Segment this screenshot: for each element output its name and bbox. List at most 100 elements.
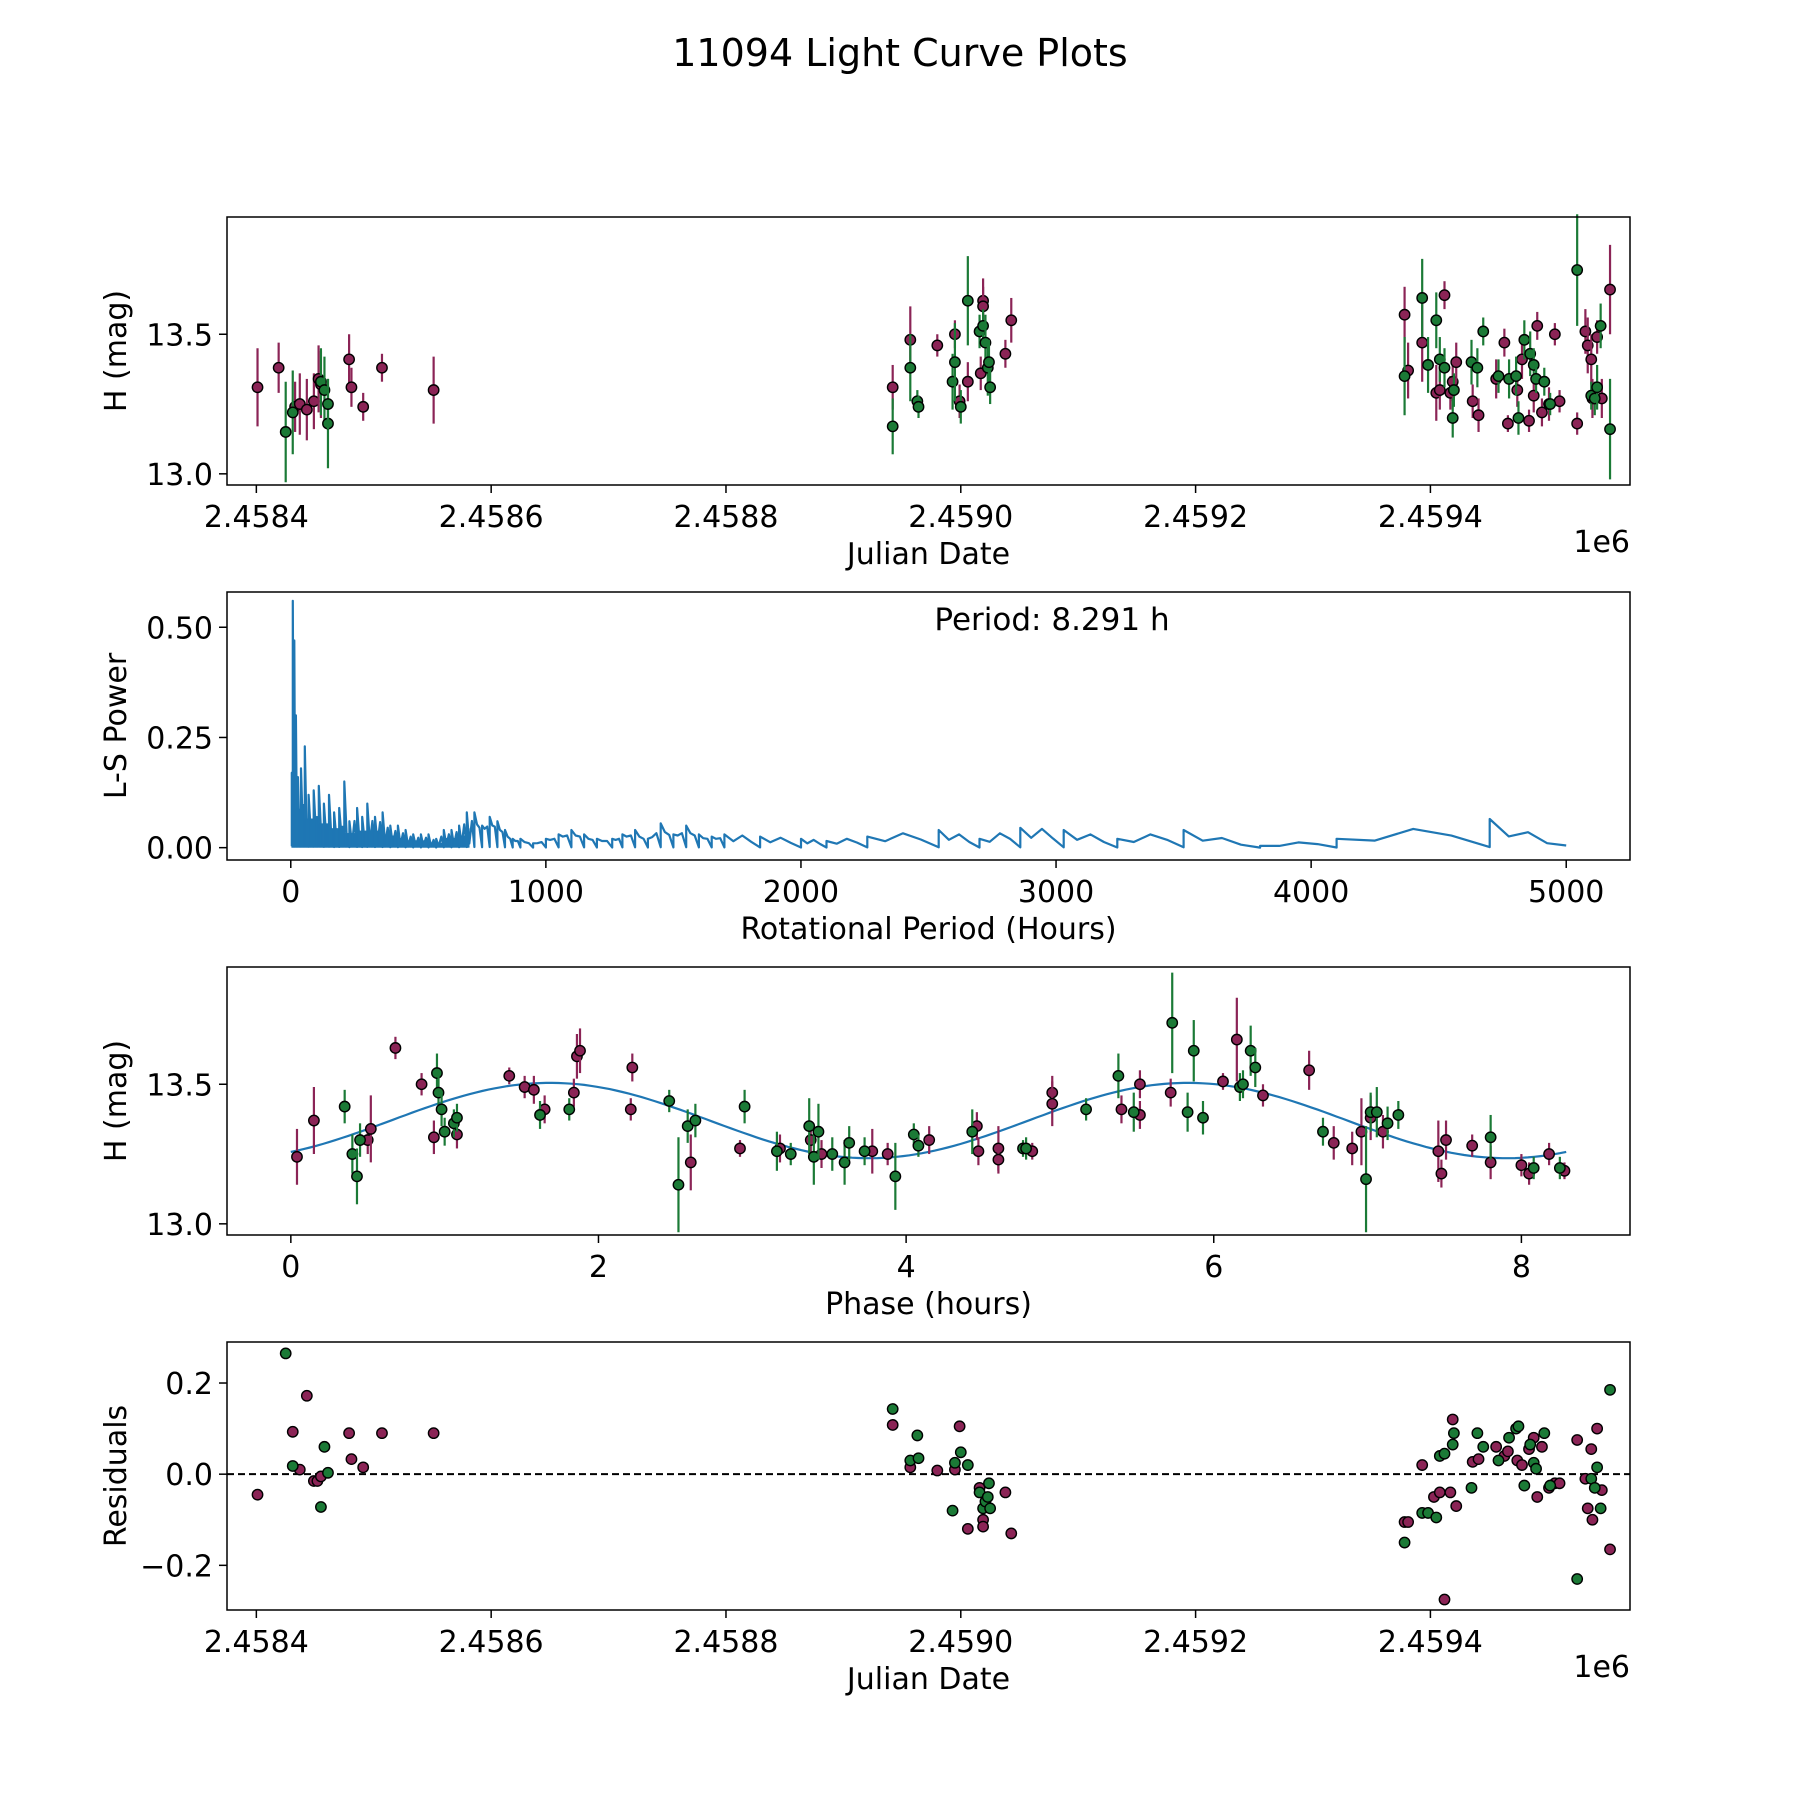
y-tick-label: 0.2	[165, 1367, 213, 1402]
data-point	[1433, 384, 1446, 396]
data-point	[954, 1446, 967, 1459]
data-point	[357, 400, 370, 413]
data-point	[1197, 1111, 1209, 1124]
data-point	[1447, 1427, 1460, 1440]
data-point	[322, 398, 334, 410]
data-point	[681, 1120, 694, 1133]
data-point	[1112, 1069, 1125, 1082]
data-point	[881, 1148, 894, 1160]
data-point	[1571, 417, 1584, 430]
y-tick-label: 13.5	[146, 1068, 213, 1103]
data-point	[351, 1170, 363, 1183]
data-point	[886, 381, 899, 394]
data-point	[1360, 1173, 1372, 1186]
data-point	[527, 1083, 540, 1096]
data-point	[961, 375, 974, 388]
data-point	[1527, 359, 1540, 371]
y-tick-label: 0.00	[146, 832, 213, 867]
data-point	[1433, 1486, 1446, 1499]
data-point	[1447, 384, 1460, 396]
data-point	[1303, 1064, 1316, 1077]
data-point	[1416, 292, 1429, 304]
axes-frame	[226, 1341, 1631, 1611]
data-point	[1536, 406, 1548, 419]
data-point	[912, 1452, 925, 1465]
data-point	[1435, 1167, 1448, 1180]
data-point	[1586, 1513, 1599, 1526]
y-axis-label: L-S Power	[99, 652, 134, 799]
data-point	[1257, 1089, 1269, 1102]
data-point	[534, 1109, 546, 1121]
data-point	[1492, 370, 1505, 383]
data-point	[961, 1459, 974, 1471]
data-point	[279, 1347, 292, 1360]
data-point	[931, 1464, 944, 1477]
data-point	[308, 1114, 320, 1127]
data-point	[345, 1453, 358, 1466]
data-point	[1585, 353, 1598, 366]
data-point	[286, 1425, 299, 1438]
x-tick-label: 4000	[1273, 875, 1349, 910]
data-point	[1518, 333, 1531, 346]
data-point	[1501, 417, 1514, 430]
data-point	[1591, 1461, 1604, 1474]
data-point	[1450, 1500, 1463, 1512]
data-point	[1523, 414, 1535, 427]
x-tick-label: 2.4584	[204, 500, 309, 535]
axes-frame	[226, 216, 1631, 486]
y-axis-label: Residuals	[99, 1405, 134, 1547]
data-point	[1249, 1061, 1262, 1074]
data-point	[1370, 1106, 1383, 1119]
data-point	[1398, 308, 1411, 321]
data-point	[1438, 361, 1451, 374]
data-point	[931, 339, 944, 352]
data-point	[1604, 423, 1616, 436]
data-point	[672, 1178, 685, 1191]
data-point	[912, 400, 925, 413]
data-point	[771, 1145, 783, 1158]
data-point	[1440, 1134, 1452, 1146]
data-point	[889, 1170, 902, 1183]
panel-phased-curve: 0 2 4 6 8 13.0 13.5 Phase (hours) H (mag)	[99, 966, 1631, 1322]
x-offset-label: 1e6	[1573, 1650, 1630, 1685]
data-point	[961, 294, 974, 307]
data-point	[1503, 1431, 1515, 1444]
data-point	[992, 1153, 1005, 1166]
data-point	[961, 1522, 974, 1535]
x-tick-label: 0	[281, 875, 300, 910]
x-tick-label: 2.4594	[1378, 500, 1483, 535]
data-point	[1115, 1103, 1128, 1116]
data-point	[954, 400, 967, 413]
data-point	[1472, 1453, 1485, 1466]
data-point	[1134, 1078, 1146, 1091]
data-point	[322, 1466, 334, 1479]
data-point	[1524, 1438, 1537, 1451]
data-point	[1465, 1481, 1478, 1494]
data-point	[1588, 1481, 1601, 1494]
x-tick-label: 2.4586	[439, 1625, 544, 1660]
y-tick-label: −0.2	[140, 1549, 213, 1584]
data-point	[1046, 1097, 1059, 1110]
x-tick-label: 2000	[763, 875, 839, 910]
data-point	[1498, 336, 1511, 349]
data-point	[1438, 1593, 1451, 1606]
data-point	[251, 1488, 264, 1501]
data-point	[567, 1086, 580, 1099]
data-point	[1604, 283, 1616, 296]
data-point	[376, 361, 388, 374]
y-tick-label: 0.25	[146, 721, 213, 756]
x-tick-label: 0	[281, 1250, 300, 1285]
data-point	[972, 1145, 985, 1158]
data-point	[689, 1114, 702, 1127]
data-point	[1579, 325, 1592, 338]
y-tick-label: 13.5	[146, 318, 213, 353]
data-point	[300, 403, 313, 416]
data-point	[1416, 1459, 1429, 1471]
data-point	[1230, 1033, 1243, 1046]
data-point	[1527, 1162, 1540, 1174]
data-point	[1538, 1427, 1551, 1440]
data-point	[389, 1042, 402, 1054]
data-point	[684, 1156, 697, 1169]
data-point	[1346, 1142, 1359, 1155]
